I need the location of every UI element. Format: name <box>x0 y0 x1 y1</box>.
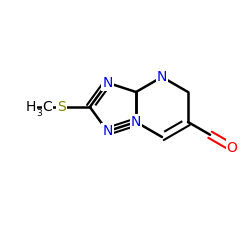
Text: 3: 3 <box>36 110 42 118</box>
Text: C: C <box>42 100 52 114</box>
Text: S: S <box>57 100 66 114</box>
Text: N: N <box>131 115 141 129</box>
Text: N: N <box>102 124 113 138</box>
Text: N: N <box>157 70 167 84</box>
Text: O: O <box>227 140 237 154</box>
Text: N: N <box>102 76 113 90</box>
Text: H: H <box>26 100 36 114</box>
